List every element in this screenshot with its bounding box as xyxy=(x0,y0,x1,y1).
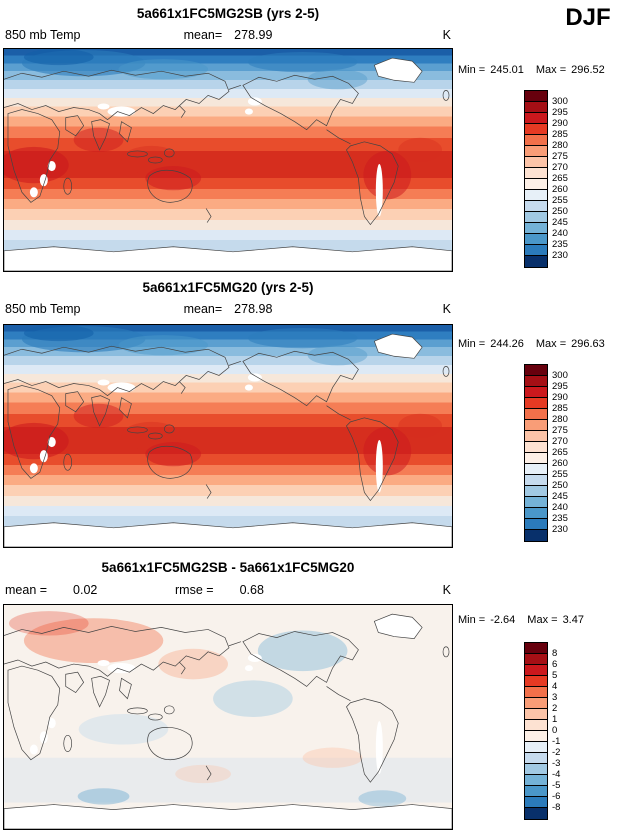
panel3-difference-map xyxy=(3,604,453,830)
panel2-subtitle-row: 850 mb Temp mean= 278.98 K xyxy=(3,302,453,318)
difference-blobs-layer xyxy=(4,611,452,807)
panel3-title: 5a661x1FC5MG2SB - 5a661x1FC5MG20 xyxy=(101,560,355,575)
panel1-subtitle-row: 850 mb Temp mean= 278.99 K xyxy=(3,28,453,44)
panel2-field-label: 850 mb Temp xyxy=(5,302,81,316)
panel2-mean-stat: mean= 278.98 xyxy=(3,302,453,316)
mean-label: mean= xyxy=(183,302,223,316)
panel2-minmax: Min = 244.26 Max = 296.63 xyxy=(458,338,642,350)
max-value: 3.47 xyxy=(562,614,584,626)
panel3-rmse-stat: rmse = 0.68 xyxy=(175,583,264,597)
max-label: Max = xyxy=(535,338,567,350)
min-label: Min = xyxy=(458,64,486,76)
panel1-mean-stat: mean= 278.99 xyxy=(3,28,453,42)
rmse-value: 0.68 xyxy=(239,583,264,597)
panel2-units-label: K xyxy=(442,302,451,316)
colorbar-boxes xyxy=(524,642,548,820)
colorbar-labels: 300 295 290 285 280 275 270 265 260 255 250 245 240 2… xyxy=(552,370,568,535)
panel3-colorbar: 8 6 5 4 3 2 1 0 -1 -2 -3 -4 -5 -6 -8 xyxy=(524,642,588,820)
min-label: Min = xyxy=(458,338,486,350)
panel3-subtitle-row: mean = 0.02 rmse = 0.68 K xyxy=(3,583,453,599)
min-label: Min = xyxy=(458,614,486,626)
colorbar-boxes xyxy=(524,364,548,542)
panel1-minmax: Min = 245.01 Max = 296.52 xyxy=(458,64,642,76)
panel3-minmax: Min = -2.64 Max = 3.47 xyxy=(458,614,642,626)
max-label: Max = xyxy=(527,614,558,626)
colorbar-labels: 300 295 290 285 280 275 270 265 260 255 250 245 240 2… xyxy=(552,96,568,261)
terrain-mask-layer xyxy=(29,373,383,493)
panel1-map xyxy=(3,48,453,272)
mean-value: 0.02 xyxy=(73,583,98,597)
terrain-mask-layer xyxy=(29,97,383,217)
mean-label: mean = xyxy=(5,583,48,597)
min-value: -2.64 xyxy=(490,614,516,626)
panel1-world-map-svg xyxy=(4,49,452,271)
panel1-field-label: 850 mb Temp xyxy=(5,28,81,42)
panel2-map xyxy=(3,324,453,548)
min-value: 244.26 xyxy=(490,338,524,350)
panel2-colorbar: 300 295 290 285 280 275 270 265 260 255 250 245 240 2… xyxy=(524,364,588,542)
panel1-title: 5a661x1FC5MG2SB (yrs 2-5) xyxy=(136,6,320,21)
mean-value: 278.98 xyxy=(234,302,273,316)
rmse-label: rmse = xyxy=(175,583,214,597)
panel2-title: 5a661x1FC5MG20 (yrs 2-5) xyxy=(142,280,314,295)
mean-label: mean= xyxy=(183,28,223,42)
mean-value: 278.99 xyxy=(234,28,273,42)
colorbar-labels: 8 6 5 4 3 2 1 0 -1 -2 -3 -4 -5 -6 -8 xyxy=(552,648,561,813)
panel3-units-label: K xyxy=(442,583,451,597)
max-value: 296.63 xyxy=(571,338,605,350)
panel3-world-map-svg xyxy=(4,611,452,829)
season-label: DJF xyxy=(565,4,611,31)
colorbar-boxes xyxy=(524,90,548,268)
panel1-colorbar: 300 295 290 285 280 275 270 265 260 255 250 245 240 2… xyxy=(524,90,588,268)
max-value: 296.52 xyxy=(571,64,605,76)
panel1-units-label: K xyxy=(442,28,451,42)
panel2-world-map-svg xyxy=(4,325,452,547)
panel3-mean-stat: mean = 0.02 xyxy=(5,583,97,597)
min-value: 245.01 xyxy=(490,64,524,76)
max-label: Max = xyxy=(535,64,567,76)
